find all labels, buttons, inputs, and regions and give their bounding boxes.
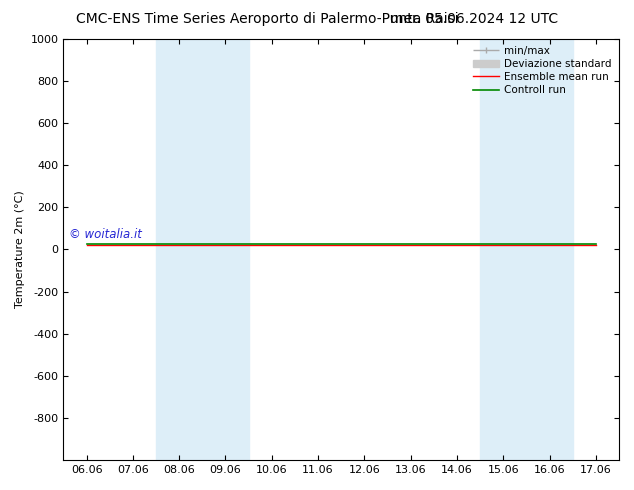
Text: CMC-ENS Time Series Aeroporto di Palermo-Punta Raisi: CMC-ENS Time Series Aeroporto di Palermo… (76, 12, 459, 26)
Text: mer. 05.06.2024 12 UTC: mer. 05.06.2024 12 UTC (390, 12, 558, 26)
Text: © woitalia.it: © woitalia.it (69, 228, 142, 241)
Bar (480, 39, 573, 460)
Legend: min/max, Deviazione standard, Ensemble mean run, Controll run: min/max, Deviazione standard, Ensemble m… (469, 42, 616, 99)
Bar (156, 39, 249, 460)
Y-axis label: Temperature 2m (°C): Temperature 2m (°C) (15, 191, 25, 308)
